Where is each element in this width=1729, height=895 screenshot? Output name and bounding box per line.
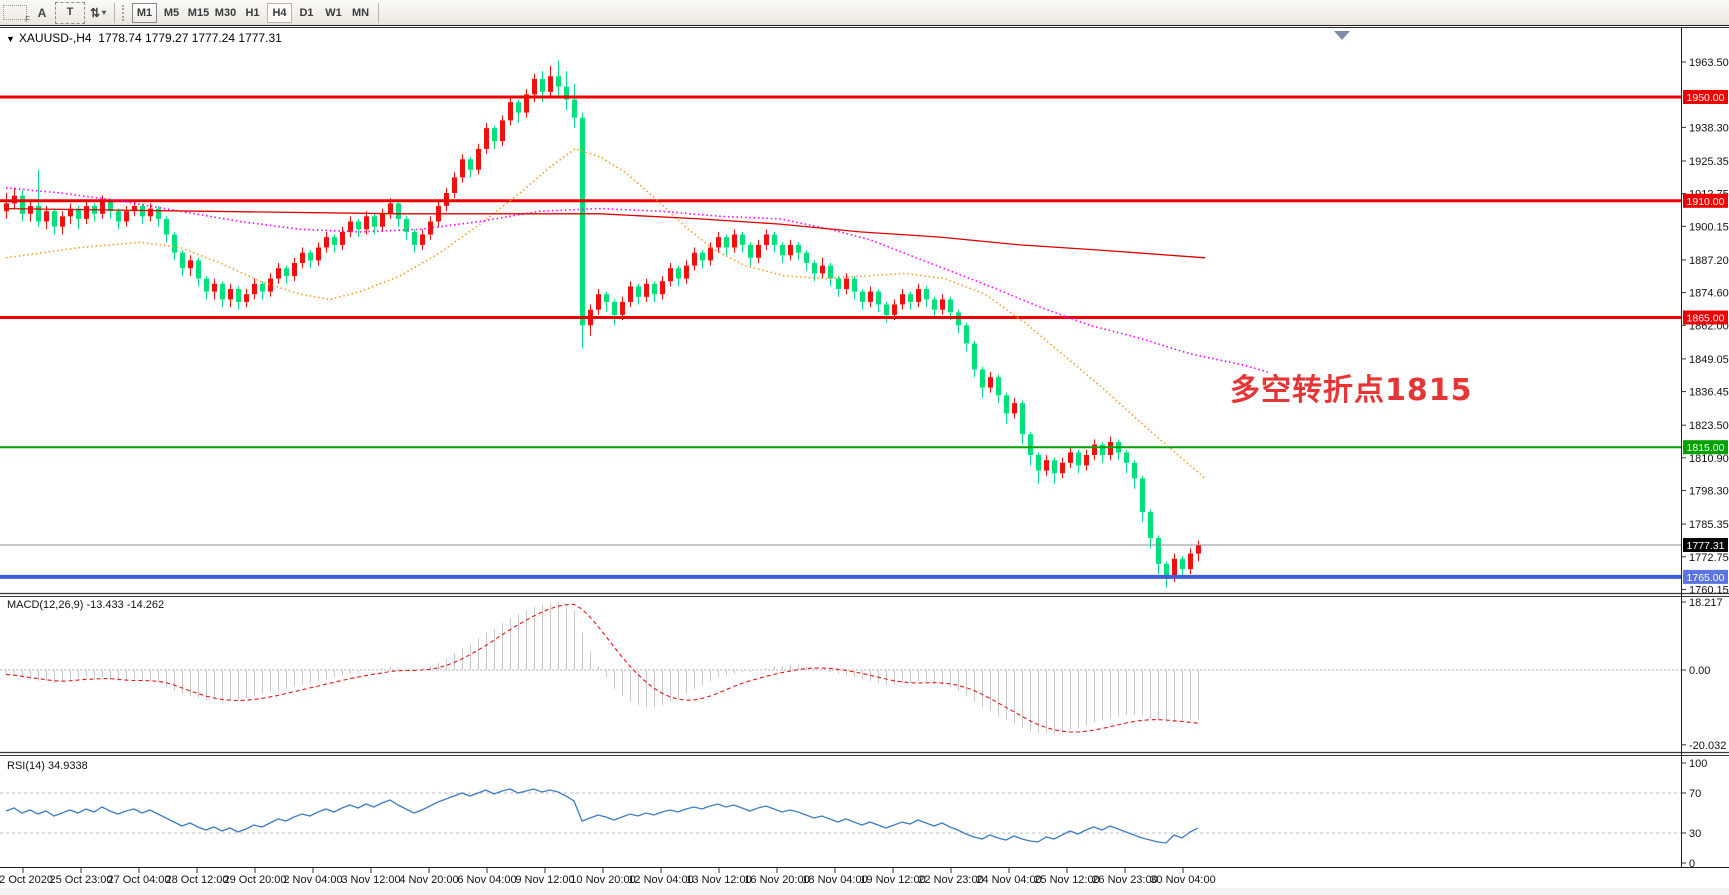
timeframe-m1-button[interactable]: M1 (132, 2, 157, 23)
toolbar-grip-icon[interactable]: F (3, 5, 30, 24)
svg-text:2 Nov 04:00: 2 Nov 04:00 (283, 874, 342, 886)
svg-text:100: 100 (1689, 758, 1707, 770)
svg-text:0: 0 (1689, 858, 1695, 870)
svg-text:16 Nov 20:00: 16 Nov 20:00 (744, 874, 809, 886)
chart-text-annotation: 多空转折点1815 (1230, 373, 1473, 408)
toolbar-separator (378, 2, 379, 23)
toolbar-drag-handle[interactable] (122, 4, 126, 21)
chevron-down-icon: ▾ (102, 8, 107, 17)
svg-text:1765.00: 1765.00 (1687, 572, 1725, 584)
timeframe-m15-button[interactable]: M15 (187, 6, 210, 19)
svg-text:19 Nov 12:00: 19 Nov 12:00 (860, 874, 925, 886)
svg-text:18 Nov 04:00: 18 Nov 04:00 (802, 874, 867, 886)
svg-text:1849.05: 1849.05 (1689, 354, 1729, 366)
timeframe-d1-button[interactable]: D1 (299, 6, 314, 19)
svg-text:22 Nov 23:00: 22 Nov 23:00 (918, 874, 983, 886)
chart-area[interactable]: 1963.501938.301925.351912.751900.151887.… (0, 27, 1729, 895)
macd-indicator-label: MACD(12,26,9) -13.433 -14.262 (7, 599, 165, 611)
horizontal-level-lines[interactable] (0, 95, 1681, 579)
svg-text:3 Nov 12:00: 3 Nov 12:00 (341, 874, 400, 886)
svg-text:1760.15: 1760.15 (1689, 585, 1729, 597)
svg-text:25 Nov 12:00: 25 Nov 12:00 (1034, 874, 1099, 886)
svg-text:9 Nov 12:00: 9 Nov 12:00 (515, 874, 574, 886)
svg-text:1910.00: 1910.00 (1687, 196, 1725, 208)
rsi-indicator-label: RSI(14) 34.9338 (7, 760, 88, 772)
candlesticks[interactable] (4, 60, 1201, 588)
svg-text:30 Nov 04:00: 30 Nov 04:00 (1150, 874, 1215, 886)
svg-text:1777.31: 1777.31 (1687, 540, 1725, 552)
svg-text:30: 30 (1689, 828, 1701, 840)
svg-text:1798.30: 1798.30 (1689, 486, 1729, 498)
svg-text:22 Oct 2020: 22 Oct 2020 (0, 874, 53, 886)
svg-text:25 Oct 23:00: 25 Oct 23:00 (50, 874, 113, 886)
chart-canvas[interactable]: 1963.501938.301925.351912.751900.151887.… (0, 27, 1729, 895)
symbol-dropdown-icon[interactable]: ▼ (6, 34, 15, 44)
timeframe-m30-button[interactable]: M30 (214, 6, 237, 19)
macd-panel[interactable] (0, 602, 1681, 734)
svg-text:1865.00: 1865.00 (1687, 313, 1725, 325)
svg-text:13 Nov 12:00: 13 Nov 12:00 (686, 874, 751, 886)
svg-text:-20.032: -20.032 (1689, 740, 1726, 752)
svg-text:1772.75: 1772.75 (1689, 552, 1729, 564)
rsi-panel[interactable] (0, 788, 1681, 844)
text-box-tool-button[interactable]: T (55, 1, 85, 24)
svg-text:10 Nov 20:00: 10 Nov 20:00 (570, 874, 635, 886)
timeframe-m5-button[interactable]: M5 (163, 6, 180, 19)
text-label-tool-button[interactable]: A (37, 5, 47, 20)
svg-text:1925.35: 1925.35 (1689, 156, 1729, 168)
svg-text:1887.20: 1887.20 (1689, 255, 1729, 267)
svg-text:0.00: 0.00 (1689, 665, 1710, 677)
svg-text:27 Oct 04:00: 27 Oct 04:00 (108, 874, 171, 886)
toolbar: F A T ⇅ ▾ M1 M5 M15 M30 H1 H4 D1 W1 MN (0, 0, 1729, 26)
toolbar-separator (114, 2, 115, 23)
svg-text:18.217: 18.217 (1689, 597, 1723, 609)
svg-text:29 Oct 20:00: 29 Oct 20:00 (224, 874, 287, 886)
arrows-tool-button[interactable]: ⇅ ▾ (87, 3, 109, 23)
svg-text:1836.45: 1836.45 (1689, 387, 1729, 399)
moving-average-lines (5, 148, 1269, 479)
svg-text:28 Oct 12:00: 28 Oct 12:00 (166, 874, 229, 886)
svg-text:12 Nov 04:00: 12 Nov 04:00 (628, 874, 693, 886)
svg-text:1810.90: 1810.90 (1689, 453, 1729, 465)
arrows-icon: ⇅ (89, 5, 101, 20)
timeframe-h4-button[interactable]: H4 (267, 2, 292, 23)
svg-text:1950.00: 1950.00 (1687, 92, 1725, 104)
svg-text:1900.15: 1900.15 (1689, 221, 1729, 233)
svg-text:6 Nov 04:00: 6 Nov 04:00 (457, 874, 516, 886)
svg-text:26 Nov 23:00: 26 Nov 23:00 (1092, 874, 1157, 886)
svg-text:1874.60: 1874.60 (1689, 288, 1729, 300)
symbol-title: ▼ XAUUSD-,H4 1778.74 1779.27 1777.24 1777… (6, 31, 282, 45)
scroll-to-end-marker-icon[interactable] (1334, 31, 1350, 40)
svg-text:1785.35: 1785.35 (1689, 519, 1729, 531)
timeframe-w1-button[interactable]: W1 (325, 6, 342, 19)
svg-text:24 Nov 04:00: 24 Nov 04:00 (976, 874, 1041, 886)
timeframe-mn-button[interactable]: MN (351, 6, 370, 19)
price-axis[interactable]: 1963.501938.301925.351912.751900.151887.… (1681, 27, 1729, 870)
symbol-ohlc-values: 1778.74 1779.27 1777.24 1777.31 (98, 31, 282, 45)
svg-text:1815.00: 1815.00 (1687, 442, 1725, 454)
timeframe-h1-button[interactable]: H1 (245, 6, 260, 19)
svg-text:1963.50: 1963.50 (1689, 57, 1729, 69)
svg-text:1823.50: 1823.50 (1689, 420, 1729, 432)
svg-text:1938.30: 1938.30 (1689, 122, 1729, 134)
svg-text:4 Nov 20:00: 4 Nov 20:00 (399, 874, 458, 886)
svg-text:70: 70 (1689, 788, 1701, 800)
symbol-name: XAUUSD-,H4 (18, 31, 92, 45)
